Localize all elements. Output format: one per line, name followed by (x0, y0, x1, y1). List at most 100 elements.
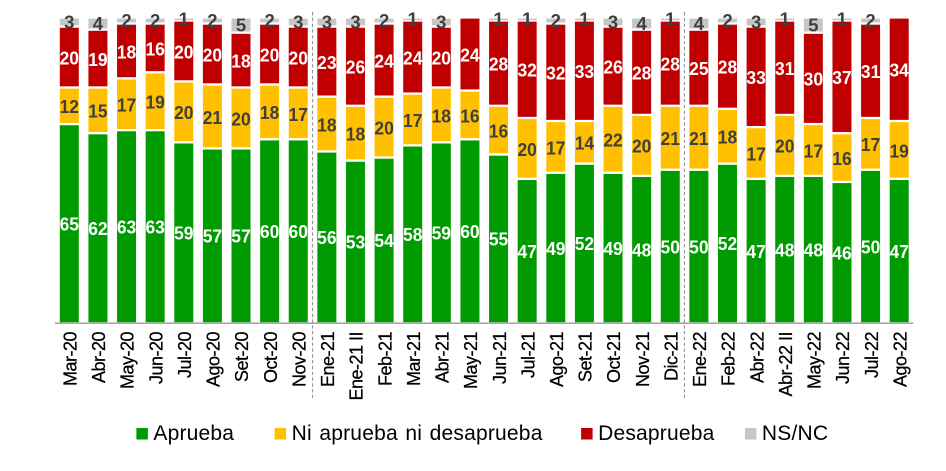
svg-text:17: 17 (403, 110, 422, 131)
svg-text:Oct-21: Oct-21 (604, 332, 624, 384)
svg-text:33: 33 (575, 61, 594, 82)
svg-text:Abr-20: Abr-20 (89, 332, 109, 384)
svg-text:53: 53 (346, 232, 365, 253)
svg-text:Dic-21: Dic-21 (661, 332, 681, 382)
svg-text:2: 2 (150, 10, 160, 31)
svg-text:Ago-22: Ago-22 (890, 332, 910, 388)
svg-text:59: 59 (174, 223, 193, 244)
svg-text:32: 32 (517, 60, 536, 81)
svg-text:21: 21 (661, 128, 680, 149)
svg-text:56: 56 (317, 227, 336, 248)
svg-text:20: 20 (775, 136, 794, 157)
svg-text:1: 1 (579, 8, 589, 29)
svg-text:3: 3 (751, 11, 761, 32)
svg-text:1: 1 (837, 8, 847, 29)
svg-text:Feb-22: Feb-22 (719, 332, 739, 387)
svg-text:Ago-21: Ago-21 (547, 332, 567, 388)
svg-text:Set-21: Set-21 (576, 332, 596, 383)
svg-text:Jun-20: Jun-20 (146, 332, 166, 385)
svg-text:20: 20 (203, 44, 222, 65)
svg-text:22: 22 (603, 130, 622, 151)
svg-text:31: 31 (775, 58, 794, 79)
svg-text:3: 3 (436, 11, 446, 32)
svg-text:20: 20 (231, 108, 250, 129)
svg-text:1: 1 (665, 8, 675, 29)
svg-text:32: 32 (546, 63, 565, 84)
svg-text:30: 30 (804, 69, 823, 90)
svg-text:Jun-22: Jun-22 (833, 332, 853, 385)
svg-text:5: 5 (808, 14, 818, 35)
svg-text:19: 19 (889, 140, 908, 161)
svg-text:20: 20 (432, 47, 451, 68)
svg-text:60: 60 (260, 221, 279, 242)
svg-text:18: 18 (231, 50, 250, 71)
svg-text:16: 16 (460, 105, 479, 126)
svg-text:Feb-21: Feb-21 (375, 332, 395, 387)
svg-text:4: 4 (694, 13, 705, 34)
svg-text:20: 20 (632, 136, 651, 157)
svg-text:18: 18 (432, 105, 451, 126)
svg-text:62: 62 (88, 218, 107, 239)
svg-text:1: 1 (780, 8, 790, 29)
svg-text:Mar-21: Mar-21 (404, 332, 424, 387)
svg-text:Ene-21 II: Ene-21 II (347, 332, 367, 401)
svg-text:28: 28 (718, 57, 737, 78)
svg-text:20: 20 (260, 44, 279, 65)
svg-text:14: 14 (575, 133, 595, 154)
svg-text:Ene-22: Ene-22 (690, 332, 710, 388)
svg-text:47: 47 (746, 241, 765, 262)
svg-text:28: 28 (489, 53, 508, 74)
svg-text:49: 49 (603, 238, 622, 259)
svg-text:1: 1 (522, 8, 532, 29)
svg-text:18: 18 (317, 114, 336, 135)
svg-text:50: 50 (661, 236, 680, 257)
svg-text:Ago-20: Ago-20 (204, 332, 224, 388)
svg-text:57: 57 (203, 226, 222, 247)
svg-text:52: 52 (718, 233, 737, 254)
svg-text:May-20: May-20 (118, 332, 138, 390)
svg-text:16: 16 (832, 148, 851, 169)
svg-text:17: 17 (861, 134, 880, 155)
svg-text:19: 19 (88, 49, 107, 70)
svg-text:Jul-21: Jul-21 (518, 332, 538, 379)
svg-text:46: 46 (832, 242, 851, 263)
svg-text:28: 28 (632, 63, 651, 84)
svg-text:1: 1 (493, 8, 503, 29)
svg-text:3: 3 (293, 11, 303, 32)
svg-text:2: 2 (264, 10, 274, 31)
svg-text:31: 31 (861, 61, 880, 82)
svg-text:47: 47 (517, 241, 536, 262)
svg-text:17: 17 (117, 95, 136, 116)
svg-text:17: 17 (289, 104, 308, 125)
svg-text:12: 12 (60, 96, 79, 117)
svg-text:Nov-21: Nov-21 (633, 332, 653, 388)
svg-text:16: 16 (489, 121, 508, 142)
svg-text:20: 20 (374, 117, 393, 138)
svg-text:26: 26 (346, 57, 365, 78)
svg-text:18: 18 (718, 127, 737, 148)
svg-text:May-21: May-21 (461, 332, 481, 390)
svg-text:24: 24 (460, 44, 480, 65)
svg-text:Jul-20: Jul-20 (175, 332, 195, 379)
svg-text:Jul-22: Jul-22 (862, 332, 882, 379)
svg-text:Jun-21: Jun-21 (490, 332, 510, 385)
svg-text:4: 4 (93, 13, 104, 34)
svg-text:52: 52 (575, 233, 594, 254)
svg-text:48: 48 (804, 239, 823, 260)
svg-text:60: 60 (289, 221, 308, 242)
svg-text:2: 2 (551, 10, 561, 31)
svg-text:May-22: May-22 (805, 332, 825, 390)
svg-text:21: 21 (689, 128, 708, 149)
svg-text:33: 33 (746, 67, 765, 88)
svg-text:19: 19 (145, 92, 164, 113)
svg-text:5: 5 (236, 14, 246, 35)
svg-text:37: 37 (832, 67, 851, 88)
svg-text:Aprueba: Aprueba (153, 422, 234, 445)
svg-text:Oct-20: Oct-20 (261, 332, 281, 384)
svg-text:17: 17 (546, 137, 565, 158)
svg-text:3: 3 (322, 11, 332, 32)
svg-text:20: 20 (60, 47, 79, 68)
svg-text:58: 58 (403, 224, 422, 245)
svg-text:20: 20 (289, 47, 308, 68)
svg-text:50: 50 (861, 236, 880, 257)
